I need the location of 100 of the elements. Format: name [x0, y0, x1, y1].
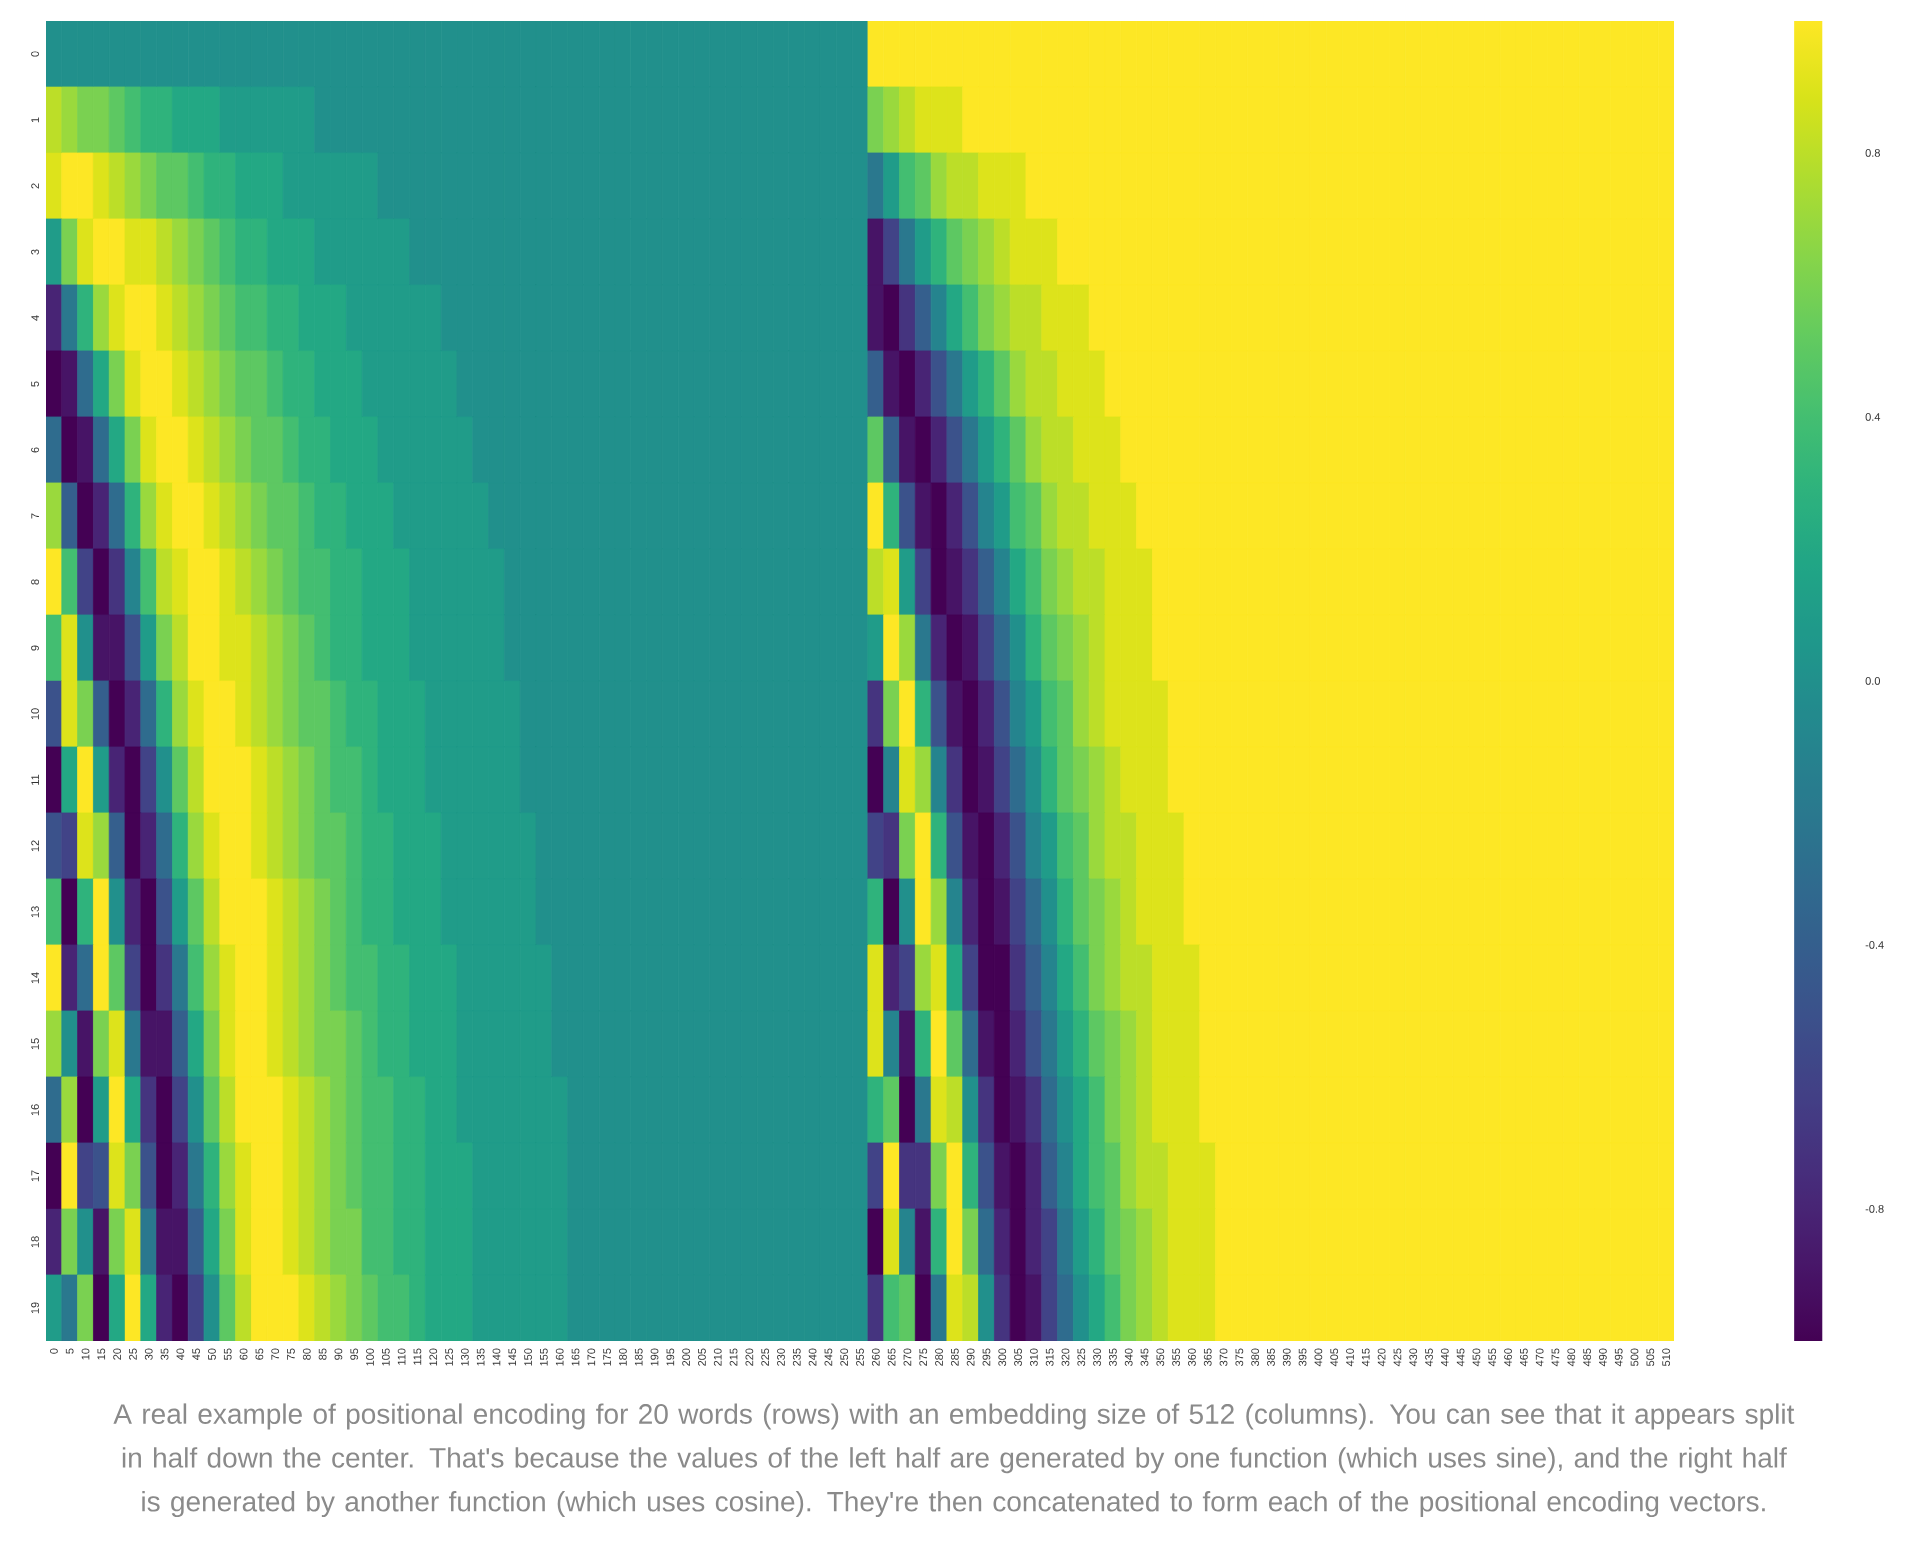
x-tick-label: 495 — [1614, 1348, 1623, 1367]
x-tick-label: 510 — [1662, 1348, 1670, 1366]
x-tick-label: 435 — [1425, 1348, 1433, 1367]
x-tick-label: 255 — [856, 1348, 864, 1366]
y-tick-label: 3 — [31, 249, 39, 255]
x-tick-label: 315 — [1045, 1348, 1054, 1367]
y-tick-label: 7 — [31, 513, 39, 519]
x-tick-label: 425 — [1393, 1348, 1402, 1367]
x-tick-label: 275 — [919, 1348, 928, 1366]
x-tick-label: 365 — [1203, 1348, 1212, 1367]
x-tick-label: 215 — [729, 1348, 738, 1366]
x-tick-label: 320 — [1061, 1348, 1070, 1367]
x-tick-label: 40 — [176, 1348, 185, 1361]
x-tick-label: 205 — [698, 1348, 706, 1366]
y-tick-label: 6 — [31, 447, 39, 453]
x-tick-label: 115 — [413, 1348, 422, 1365]
x-tick-label: 285 — [950, 1348, 959, 1366]
x-tick-label: 490 — [1598, 1348, 1607, 1367]
x-tick-label: 440 — [1440, 1348, 1449, 1367]
x-tick-label: 130 — [460, 1348, 469, 1366]
color-bar-label: 0.0 — [1865, 677, 1880, 685]
y-tick-label: 9 — [31, 645, 39, 651]
x-tick-label: 395 — [1298, 1348, 1307, 1367]
x-tick-label: 485 — [1583, 1348, 1591, 1367]
x-tick-label: 150 — [524, 1348, 532, 1366]
x-tick-label: 185 — [634, 1348, 643, 1366]
x-tick-label: 295 — [982, 1348, 991, 1366]
x-tick-label: 105 — [381, 1348, 390, 1366]
x-tick-label: 195 — [666, 1348, 675, 1366]
y-tick-label: 16 — [31, 1104, 39, 1116]
x-tick-label: 175 — [603, 1348, 611, 1366]
y-tick-label: 12 — [31, 840, 39, 852]
x-tick-label: 60 — [239, 1348, 248, 1360]
x-tick-label: 95 — [350, 1348, 359, 1360]
y-tick-label: 11 — [31, 774, 39, 785]
x-tick-label: 290 — [966, 1348, 975, 1366]
x-tick-label: 45 — [192, 1348, 200, 1361]
x-tick-label: 270 — [903, 1348, 912, 1366]
x-tick-label: 225 — [761, 1348, 770, 1366]
x-tick-label: 335 — [1109, 1348, 1117, 1367]
x-tick-label: 325 — [1077, 1348, 1086, 1367]
x-tick-label: 100 — [366, 1348, 374, 1366]
x-tick-label: 235 — [792, 1348, 801, 1366]
x-tick-label: 15 — [97, 1348, 106, 1360]
x-tick-label: 300 — [998, 1348, 1007, 1367]
y-tick-label: 0 — [31, 51, 39, 57]
x-tick-label: 110 — [397, 1348, 406, 1365]
x-tick-label: 450 — [1472, 1348, 1481, 1367]
x-tick-label: 25 — [129, 1348, 137, 1360]
x-tick-label: 280 — [935, 1348, 943, 1366]
x-tick-label: 210 — [713, 1348, 722, 1366]
x-tick-label: 460 — [1504, 1348, 1512, 1367]
x-tick-label: 420 — [1377, 1348, 1386, 1367]
y-tick-label: 19 — [31, 1302, 39, 1314]
y-tick-label: 2 — [31, 183, 39, 189]
color-bar-label: -0.8 — [1865, 1205, 1884, 1213]
x-tick-label: 305 — [1014, 1348, 1022, 1367]
x-tick-label: 30 — [144, 1348, 153, 1360]
x-tick-label: 55 — [223, 1348, 232, 1360]
x-tick-label: 50 — [208, 1348, 216, 1360]
x-tick-label: 375 — [1235, 1348, 1244, 1367]
x-tick-label: 5 — [65, 1348, 74, 1354]
y-tick-label: 14 — [31, 972, 39, 984]
x-tick-label: 505 — [1646, 1348, 1655, 1366]
y-tick-label: 4 — [31, 315, 39, 321]
x-tick-label: 380 — [1251, 1348, 1260, 1367]
x-tick-label: 10 — [81, 1348, 90, 1360]
x-tick-label: 455 — [1488, 1348, 1497, 1367]
x-tick-label: 260 — [871, 1348, 880, 1366]
y-tick-label: 18 — [31, 1236, 39, 1248]
x-tick-label: 75 — [287, 1348, 295, 1360]
y-tick-label: 8 — [31, 579, 39, 585]
x-tick-label: 85 — [318, 1348, 327, 1360]
x-tick-label: 480 — [1567, 1348, 1576, 1367]
x-tick-label: 20 — [113, 1348, 122, 1360]
y-tick-label: 5 — [31, 381, 39, 387]
y-tick-label: 1 — [31, 117, 39, 123]
x-tick-label: 160 — [555, 1348, 564, 1366]
x-tick-label: 405 — [1330, 1348, 1339, 1367]
color-bar-label: -0.4 — [1865, 941, 1884, 949]
x-tick-label: 390 — [1282, 1348, 1291, 1367]
x-tick-label: 345 — [1140, 1348, 1149, 1367]
x-tick-label: 400 — [1314, 1348, 1323, 1367]
x-tick-label: 370 — [1219, 1348, 1228, 1367]
text: A real example of positional encoding for 20 words (rows) with an embedding size of 512 (columns). You can see that it appears split in half down the center. That's because the values of the left half are generated by one function (which uses sine), and the right half is generated by another function (which uses cosine). They're then concatenated to form each of the positional encoding vectors. — [113, 1403, 1795, 1518]
y-tick-label: 15 — [31, 1038, 39, 1050]
x-tick-label: 80 — [302, 1348, 311, 1360]
x-tick-label: 220 — [745, 1348, 754, 1366]
x-tick-label: 350 — [1156, 1348, 1165, 1367]
color-bar-label: 0.4 — [1865, 413, 1881, 421]
x-tick-label: 200 — [682, 1348, 691, 1366]
x-tick-label: 155 — [540, 1348, 548, 1366]
x-tick-label: 410 — [1346, 1348, 1354, 1367]
x-tick-label: 165 — [571, 1348, 580, 1366]
x-tick-label: 465 — [1519, 1348, 1528, 1367]
x-tick-label: 140 — [492, 1348, 501, 1366]
x-tick-label: 245 — [824, 1348, 833, 1366]
x-tick-label: 0 — [50, 1348, 58, 1354]
x-tick-label: 360 — [1188, 1348, 1196, 1367]
x-tick-label: 415 — [1361, 1348, 1370, 1367]
